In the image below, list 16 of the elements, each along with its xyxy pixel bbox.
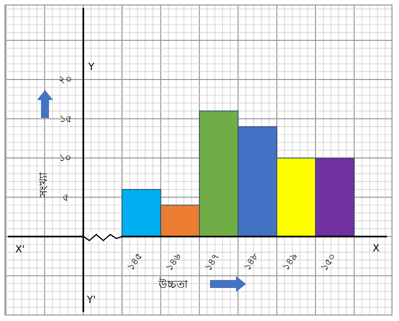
x-tick-label: ১৪৭	[202, 251, 223, 274]
x-tick-label: ১৪৯	[280, 252, 300, 273]
text: Y'	[86, 295, 96, 306]
text: X	[372, 244, 380, 255]
x-tick-label: ১৫০	[318, 251, 339, 274]
y-tick-label: ১৫	[59, 114, 72, 125]
x-tick-label: ১৪৬	[164, 251, 184, 274]
y-axis-title: সংখ্যা	[37, 172, 50, 198]
x-axis-title: উচ্চতা	[158, 278, 188, 291]
y-tick-label: ৫	[62, 192, 68, 204]
y-tick-label: ২০	[58, 74, 72, 86]
text: X'	[15, 244, 25, 256]
x-tick-label: ১৪৫	[126, 252, 145, 273]
text: Y	[87, 62, 96, 73]
x-tick-label: ১৪৮	[242, 250, 262, 273]
y-tick-label: ১০	[58, 153, 72, 164]
